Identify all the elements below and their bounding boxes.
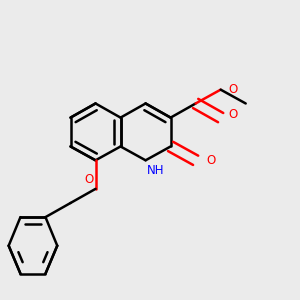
Text: O: O xyxy=(228,83,237,96)
Text: O: O xyxy=(228,108,237,121)
Text: O: O xyxy=(207,154,216,167)
Text: NH: NH xyxy=(147,164,165,177)
Text: O: O xyxy=(84,173,93,186)
